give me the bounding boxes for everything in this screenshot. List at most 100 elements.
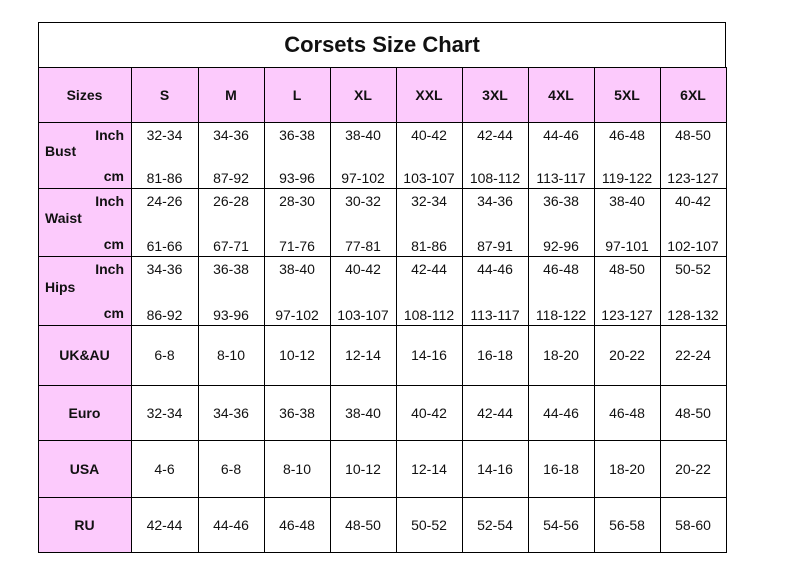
inch-value: 34-36 (477, 193, 513, 209)
size-value: 14-16 (477, 460, 513, 477)
unit-label: cm (103, 305, 124, 321)
inch-value: 36-38 (543, 193, 579, 209)
unit-label: cm (103, 168, 124, 184)
size-value: 6-8 (154, 347, 175, 363)
size-value: 56-58 (609, 516, 645, 533)
cm-value: 118-122 (535, 307, 587, 323)
cell (38, 256, 132, 326)
size-value: 36-38 (279, 404, 315, 421)
cell (330, 67, 397, 123)
cm-value: 92-96 (543, 238, 579, 254)
cm-value: 123-127 (667, 170, 719, 186)
cell (594, 67, 661, 123)
row-label: Waist (45, 210, 82, 226)
size-value: 6-8 (220, 460, 242, 477)
inch-value: 44-46 (543, 127, 579, 143)
unit-label: Inch (95, 193, 124, 209)
size-value: 46-48 (609, 404, 645, 421)
size-value: 12-14 (345, 347, 381, 363)
inch-value: 46-48 (609, 127, 645, 143)
inch-value: 40-42 (411, 127, 447, 143)
inch-value: 42-44 (477, 127, 513, 143)
size-value: 4-6 (154, 460, 175, 477)
inch-value: 24-26 (146, 193, 183, 209)
size-value: 10-12 (345, 460, 381, 477)
inch-value: 48-50 (675, 127, 711, 143)
cm-value: 102-107 (667, 238, 719, 254)
size-label: XL (354, 86, 372, 103)
size-value: 16-18 (543, 460, 579, 477)
cm-value: 97-102 (275, 307, 319, 323)
size-label: 4XL (548, 86, 574, 103)
size-value: 46-48 (279, 516, 315, 533)
title: Corsets Size Chart (284, 32, 480, 57)
inch-value: 38-40 (345, 127, 381, 143)
size-value: 16-18 (477, 347, 513, 363)
unit-label: Inch (95, 127, 124, 143)
cm-value: 71-76 (279, 238, 315, 254)
size-label: 6XL (680, 86, 706, 103)
size-value: 20-22 (609, 347, 645, 363)
size-value: 32-34 (146, 404, 183, 421)
size-label: 5XL (614, 86, 640, 103)
size-value: 48-50 (345, 516, 381, 533)
cm-value: 81-86 (411, 238, 447, 254)
cm-value: 97-102 (341, 170, 385, 186)
row-label: Hips (45, 278, 76, 295)
size-value: 18-20 (543, 347, 579, 363)
inch-value: 32-34 (146, 127, 183, 143)
header-label: Sizes (66, 86, 103, 103)
cm-value: 87-92 (213, 170, 249, 186)
size-value: 40-42 (411, 404, 447, 421)
size-value: 14-16 (411, 347, 447, 363)
size-value: 22-24 (675, 347, 711, 363)
inch-value: 30-32 (345, 193, 381, 209)
size-value: 54-56 (543, 516, 579, 533)
row-label: USA (69, 460, 100, 477)
cell (38, 67, 132, 123)
cm-value: 108-112 (469, 170, 521, 186)
size-value: 44-46 (543, 404, 579, 421)
cm-value: 103-107 (337, 307, 389, 323)
inch-value: 48-50 (609, 261, 645, 277)
inch-value: 36-38 (213, 261, 249, 277)
size-value: 8-10 (282, 460, 312, 477)
cm-value: 86-92 (146, 307, 183, 323)
cm-value: 103-107 (403, 170, 455, 186)
cm-value: 128-132 (667, 307, 719, 323)
cm-value: 97-101 (605, 238, 649, 254)
cell (396, 67, 463, 123)
unit-label: Inch (95, 261, 124, 277)
inch-value: 28-30 (279, 193, 315, 209)
cm-value: 81-86 (146, 170, 183, 186)
cm-value: 123-127 (601, 307, 653, 323)
inch-value: 46-48 (543, 261, 579, 277)
cm-value: 108-112 (403, 307, 455, 323)
cell (528, 67, 595, 123)
size-label: M (225, 86, 237, 103)
size-value: 34-36 (213, 404, 249, 421)
inch-value: 40-42 (675, 193, 711, 209)
cm-value: 119-122 (601, 170, 653, 186)
size-value: 58-60 (675, 516, 711, 533)
size-value: 42-44 (146, 516, 183, 533)
cm-value: 93-96 (279, 170, 315, 186)
inch-value: 36-38 (279, 127, 315, 143)
row-label: RU (74, 516, 95, 533)
cm-value: 61-66 (146, 238, 183, 254)
inch-value: 38-40 (279, 261, 315, 277)
cell (131, 67, 199, 123)
size-value: 8-10 (216, 347, 246, 363)
inch-value: 34-36 (146, 261, 183, 277)
inch-value: 40-42 (345, 261, 381, 277)
cell (38, 440, 132, 498)
size-value: 44-46 (213, 516, 249, 533)
size-value: 52-54 (477, 516, 513, 533)
inch-value: 42-44 (411, 261, 447, 277)
row-label: Bust (45, 143, 77, 159)
cell (660, 67, 727, 123)
size-label: 3XL (482, 86, 508, 103)
size-value: 38-40 (345, 404, 381, 421)
inch-value: 32-34 (411, 193, 447, 209)
